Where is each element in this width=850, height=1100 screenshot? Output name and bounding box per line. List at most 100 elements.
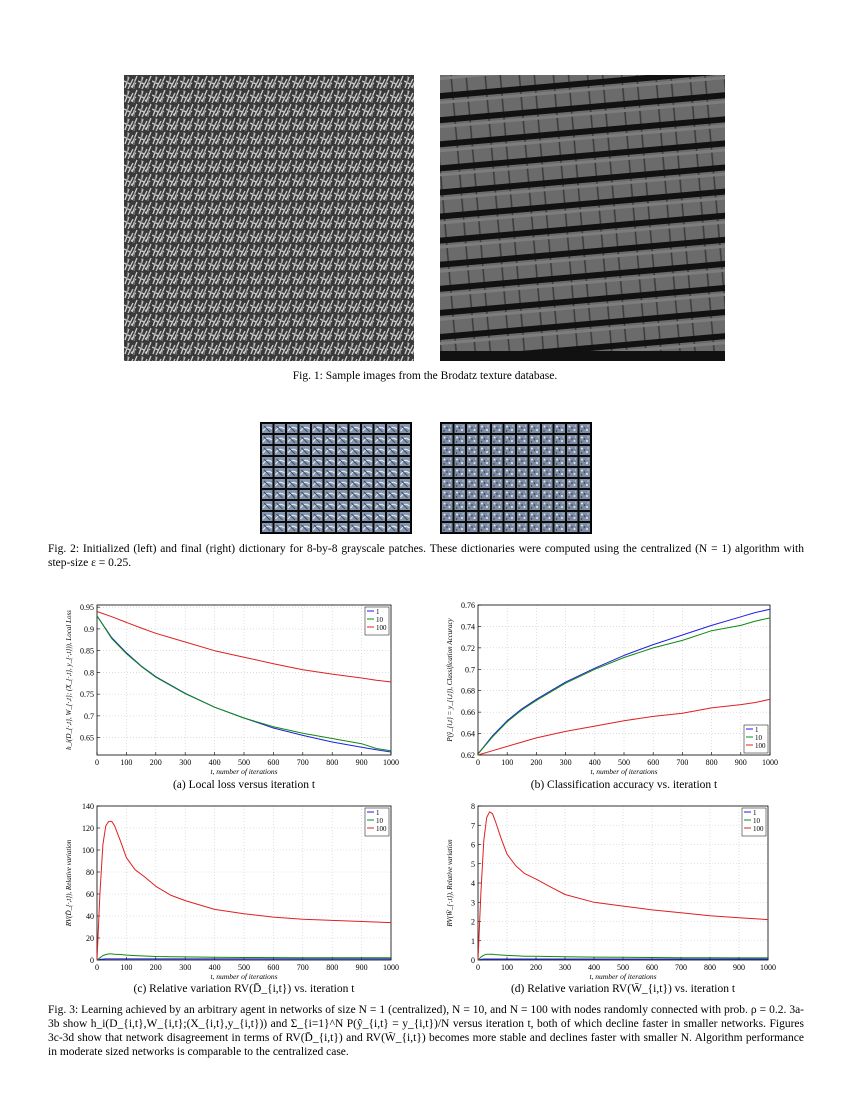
x-tick-label: 0	[95, 758, 99, 767]
y-tick-label: 0.65	[80, 734, 94, 743]
fig3-caption: Fig. 3: Learning achieved by an arbitrar…	[48, 1003, 804, 1059]
legend-label-100: 100	[376, 825, 387, 833]
y-tick-label: 0.66	[461, 708, 475, 717]
x-tick-label: 200	[150, 758, 162, 767]
x-tick-label: 1000	[762, 758, 778, 767]
final-dictionary-graphic	[441, 423, 591, 533]
x-tick-label: 500	[618, 758, 630, 767]
x-tick-label: 400	[209, 758, 221, 767]
series-line-100	[96, 611, 392, 683]
x-axis-label: t, number of iterations	[589, 972, 656, 980]
y-tick-label: 2	[471, 918, 475, 927]
y-tick-label: 0.64	[461, 730, 475, 739]
legend-box	[364, 807, 390, 837]
legend-label-100: 100	[376, 624, 387, 632]
y-tick-label: 0.74	[461, 622, 475, 631]
legend-label-10: 10	[755, 734, 763, 742]
y-tick-label: 60	[86, 890, 94, 899]
series-line-1	[96, 958, 391, 961]
x-tick-label: 100	[120, 758, 132, 767]
y-tick-label: 0.72	[461, 644, 475, 653]
y-tick-label: 6	[471, 841, 475, 850]
legend-label-1: 1	[376, 809, 380, 817]
legend-label-100: 100	[755, 742, 766, 750]
x-tick-label: 900	[733, 963, 745, 972]
y-tick-label: 0.68	[461, 687, 475, 696]
series-line-100	[477, 698, 771, 756]
legend-label-1: 1	[376, 608, 380, 616]
x-tick-label: 900	[735, 758, 747, 767]
y-axis-label: RV(D̄_{·,t}), Relative variation	[65, 839, 73, 927]
y-tick-label: 8	[471, 802, 475, 811]
legend-label-10: 10	[376, 817, 384, 825]
plot-frame	[96, 805, 392, 961]
chart-b-caption: (b) Classification accuracy vs. iteratio…	[530, 779, 718, 791]
y-tick-label: 0.62	[461, 751, 475, 760]
x-tick-label: 600	[646, 963, 658, 972]
grass-texture-image	[124, 75, 414, 361]
y-axis-label: RV(W̄_{·,t}), Relative variation	[446, 839, 454, 928]
y-axis-label: P(ŷ_{i,t} = y_{i,t}), Classification Acc…	[446, 617, 454, 742]
grass-texture-graphic	[124, 75, 414, 361]
fig3-caption-text: Fig. 3: Learning achieved by an arbitrar…	[48, 1004, 804, 1058]
chart-a-local-loss: 0 100 200 300 400 500 600 700 800 900 1000 0.65 0.7 0…	[65, 603, 399, 776]
chart-d-caption: (d) Relative variation RV(W̄_{i,t}) vs. …	[510, 983, 736, 995]
x-tick-label: 100	[120, 963, 132, 972]
x-tick-label: 400	[589, 758, 601, 767]
series-line-10	[96, 953, 391, 961]
x-tick-label: 400	[209, 963, 221, 972]
y-tick-label: 1	[471, 937, 475, 946]
x-tick-label: 300	[559, 963, 571, 972]
x-tick-label: 200	[530, 758, 542, 767]
x-tick-label: 0	[476, 758, 480, 767]
legend-box	[743, 724, 769, 754]
x-tick-label: 700	[675, 963, 687, 972]
legend-label-1: 1	[755, 726, 759, 734]
x-axis-label: t, number of iterations	[210, 767, 277, 776]
x-tick-label: 200	[530, 963, 542, 972]
series-line-10	[96, 615, 392, 752]
y-tick-label: 0.76	[461, 601, 475, 610]
y-tick-label: 0.9	[84, 625, 94, 634]
chart-a-caption: (a) Local loss versus iteration t	[172, 779, 316, 791]
y-tick-label: 0.95	[80, 603, 94, 612]
series-line-1	[477, 608, 771, 755]
x-tick-label: 800	[326, 758, 338, 767]
x-tick-label: 400	[588, 963, 600, 972]
y-tick-label: 0	[471, 956, 475, 965]
x-tick-label: 200	[150, 963, 162, 972]
y-tick-label: 0.7	[465, 665, 475, 674]
y-tick-label: 0.8	[84, 668, 94, 677]
x-tick-label: 500	[238, 758, 250, 767]
x-tick-label: 700	[297, 963, 309, 972]
x-tick-label: 700	[676, 758, 688, 767]
y-tick-label: 0.85	[80, 647, 94, 656]
legend-label-10: 10	[753, 817, 761, 825]
initial-dictionary-graphic	[261, 423, 411, 533]
x-tick-label: 300	[179, 963, 191, 972]
chart-d-relative-variation-w: 0 100 200 300 400 500 600 700 800 900 1000 0 1 2 3 4 5 6 7…	[446, 802, 776, 980]
legend-label-10: 10	[376, 616, 384, 624]
chart-c-caption: (c) Relative variation RV(D̄_{i,t}) vs. …	[133, 983, 355, 995]
legend-box	[741, 807, 767, 837]
y-tick-label: 4	[471, 879, 475, 888]
x-tick-label: 900	[356, 963, 368, 972]
series-line-100	[477, 811, 769, 961]
fig2-caption: Fig. 2: Initialized (left) and final (ri…	[48, 542, 804, 570]
x-tick-label: 1000	[760, 963, 776, 972]
chart-c-relative-variation-d: 0 100 200 300 400 500 600 700 800 900 1000 0 20 40 60 8…	[65, 802, 399, 980]
y-tick-label: 20	[86, 934, 94, 943]
x-tick-label: 800	[706, 758, 718, 767]
y-tick-label: 80	[86, 868, 94, 877]
shingle-texture-graphic	[440, 75, 725, 361]
x-tick-label: 1000	[383, 963, 399, 972]
x-tick-label: 0	[95, 963, 99, 972]
series-line-10	[477, 617, 771, 755]
y-tick-label: 5	[471, 860, 475, 869]
y-tick-label: 120	[82, 824, 94, 833]
fig2-caption-text: Fig. 2: Initialized (left) and final (ri…	[48, 543, 804, 569]
y-tick-label: 40	[86, 912, 94, 921]
x-tick-label: 900	[356, 758, 368, 767]
